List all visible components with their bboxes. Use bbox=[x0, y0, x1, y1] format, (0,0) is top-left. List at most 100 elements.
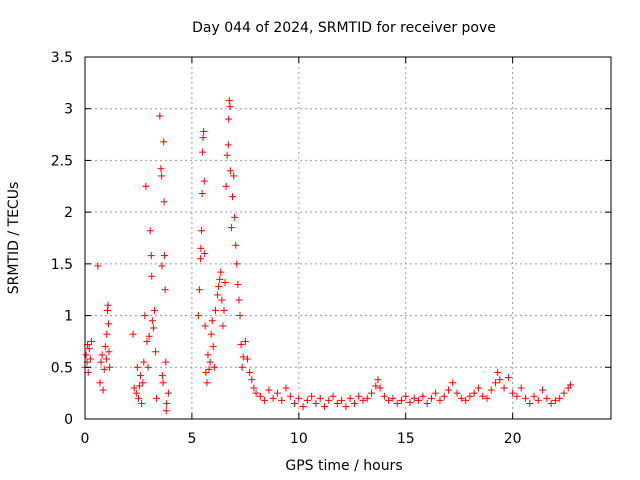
data-point bbox=[150, 306, 158, 314]
data-point bbox=[207, 330, 215, 338]
data-point bbox=[196, 255, 204, 263]
data-point bbox=[163, 399, 171, 407]
data-point bbox=[204, 351, 212, 359]
data-point bbox=[101, 343, 109, 351]
data-point bbox=[225, 115, 233, 123]
data-point bbox=[221, 278, 229, 286]
y-tick-label: 1 bbox=[64, 309, 73, 325]
data-point bbox=[269, 394, 277, 402]
data-point bbox=[256, 392, 264, 400]
data-point bbox=[397, 396, 405, 404]
data-point bbox=[206, 358, 214, 366]
data-point bbox=[372, 382, 380, 390]
data-point bbox=[250, 384, 258, 392]
data-point bbox=[295, 394, 303, 402]
data-point bbox=[106, 363, 114, 371]
data-point bbox=[129, 330, 137, 338]
y-tick-label: 3 bbox=[64, 102, 73, 118]
data-point bbox=[132, 389, 140, 397]
data-point bbox=[211, 306, 219, 314]
data-point bbox=[103, 306, 111, 314]
data-point bbox=[153, 394, 161, 402]
data-point bbox=[157, 165, 165, 173]
data-point bbox=[137, 372, 145, 380]
data-point bbox=[161, 286, 169, 294]
data-point bbox=[521, 394, 529, 402]
y-tick-label: 0 bbox=[64, 412, 73, 428]
data-point bbox=[393, 399, 401, 407]
data-point bbox=[566, 381, 574, 389]
data-point bbox=[246, 368, 254, 376]
data-point bbox=[252, 389, 260, 397]
data-point bbox=[85, 345, 93, 353]
data-point bbox=[145, 332, 153, 340]
data-point bbox=[141, 312, 149, 320]
data-point bbox=[449, 379, 457, 387]
data-point bbox=[162, 358, 170, 366]
data-point bbox=[230, 172, 238, 180]
data-point bbox=[530, 392, 538, 400]
data-point bbox=[144, 363, 152, 371]
data-point bbox=[231, 213, 239, 221]
data-point bbox=[160, 198, 168, 206]
data-point bbox=[312, 399, 320, 407]
data-point bbox=[99, 386, 107, 394]
data-point bbox=[158, 172, 166, 180]
data-point bbox=[198, 227, 206, 235]
data-point bbox=[223, 151, 231, 159]
data-point bbox=[368, 389, 376, 397]
data-point bbox=[208, 317, 216, 325]
data-point bbox=[444, 386, 452, 394]
data-point bbox=[205, 365, 213, 373]
data-point bbox=[98, 351, 106, 359]
y-tick-label: 0.5 bbox=[51, 360, 73, 376]
data-point bbox=[143, 337, 151, 345]
axis-ticks: 0 0.5 1 1.5 2 2.5 3 3.5 0 5 10 15 20 bbox=[51, 50, 611, 447]
x-axis-label: GPS time / hours bbox=[285, 458, 402, 474]
data-point bbox=[470, 389, 478, 397]
data-point bbox=[136, 382, 144, 390]
data-point bbox=[148, 272, 156, 280]
data-point bbox=[87, 337, 95, 345]
data-point bbox=[299, 403, 307, 411]
data-point bbox=[158, 262, 166, 270]
data-point bbox=[385, 396, 393, 404]
data-point bbox=[483, 394, 491, 402]
data-point bbox=[161, 252, 169, 260]
data-point bbox=[539, 386, 547, 394]
data-point bbox=[218, 296, 226, 304]
data-point bbox=[147, 252, 155, 260]
data-point bbox=[138, 399, 146, 407]
data-point bbox=[139, 379, 147, 387]
data-point bbox=[517, 384, 525, 392]
data-point bbox=[220, 306, 228, 314]
data-point bbox=[197, 244, 205, 252]
data-point bbox=[325, 396, 333, 404]
data-point bbox=[214, 291, 222, 299]
data-point bbox=[496, 376, 504, 384]
data-point bbox=[389, 394, 397, 402]
y-tick-label: 2.5 bbox=[51, 153, 73, 169]
data-point bbox=[103, 330, 111, 338]
data-point bbox=[105, 348, 113, 356]
data-point bbox=[402, 392, 410, 400]
data-points bbox=[81, 96, 574, 415]
data-point bbox=[224, 141, 232, 149]
data-point bbox=[227, 224, 235, 232]
data-point bbox=[100, 365, 108, 373]
data-point bbox=[104, 301, 112, 309]
data-point bbox=[130, 384, 138, 392]
data-point bbox=[244, 355, 252, 363]
data-point bbox=[216, 275, 224, 283]
data-point bbox=[303, 396, 311, 404]
data-point bbox=[226, 103, 234, 111]
data-point bbox=[282, 384, 290, 392]
data-point bbox=[86, 355, 94, 363]
data-point bbox=[248, 376, 256, 384]
data-point bbox=[239, 353, 247, 361]
data-point bbox=[152, 348, 160, 356]
data-point bbox=[201, 250, 209, 258]
data-point bbox=[547, 399, 555, 407]
data-point bbox=[261, 396, 269, 404]
